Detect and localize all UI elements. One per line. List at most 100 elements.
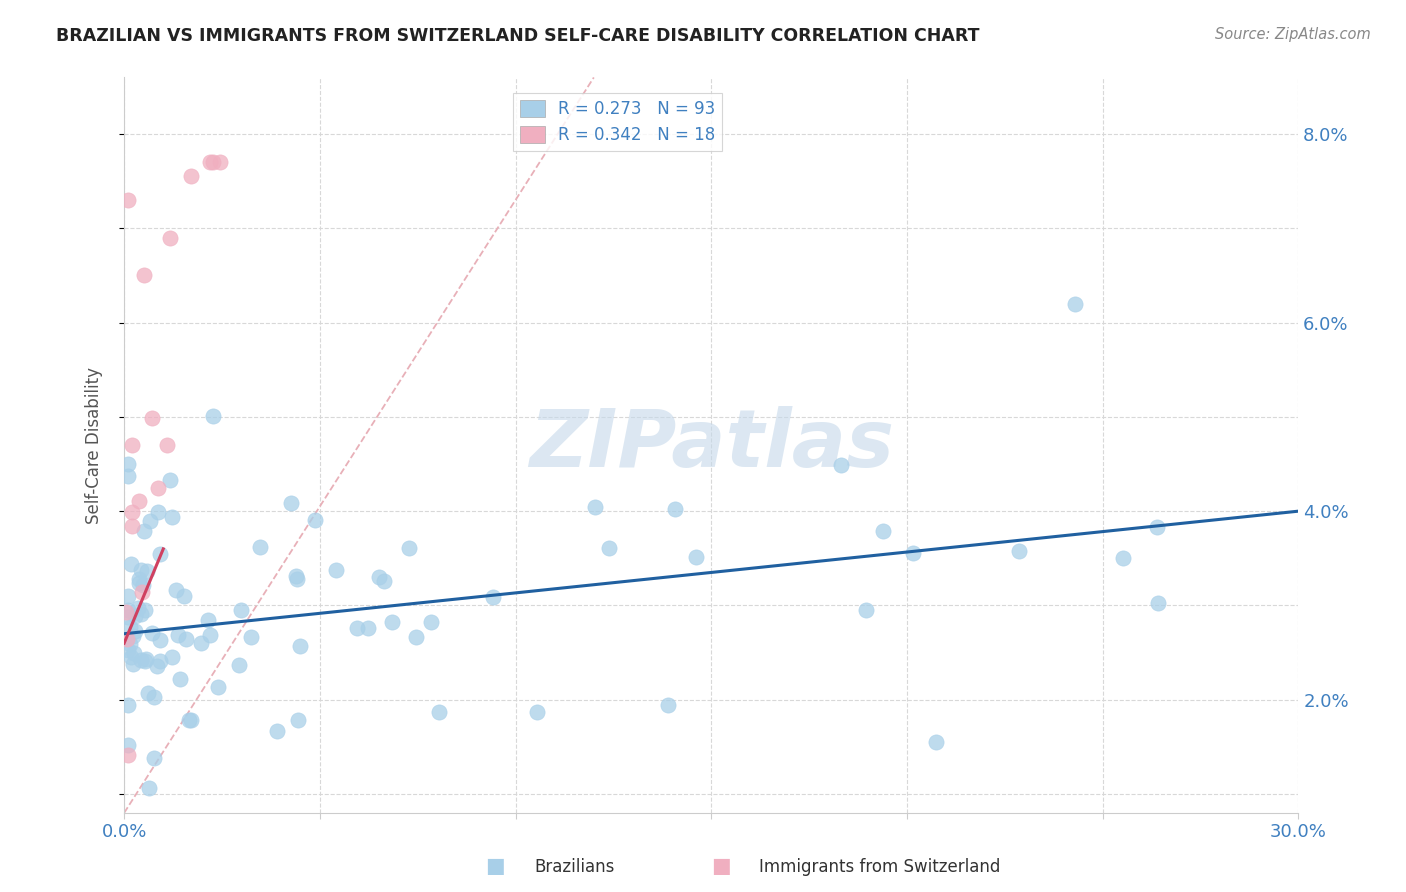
Point xyxy=(177,713,200,727)
Point xyxy=(598,541,620,556)
Text: Immigrants from Switzerland: Immigrants from Switzerland xyxy=(759,858,1001,876)
Point xyxy=(132,268,155,283)
Point xyxy=(138,514,160,528)
Text: Source: ZipAtlas.com: Source: ZipAtlas.com xyxy=(1215,27,1371,42)
Point xyxy=(138,781,160,796)
Point xyxy=(373,574,395,589)
Point xyxy=(115,632,138,646)
Legend: R = 0.273   N = 93, R = 0.342   N = 18: R = 0.273 N = 93, R = 0.342 N = 18 xyxy=(513,93,721,151)
Point xyxy=(162,650,184,665)
Point xyxy=(124,624,146,638)
Point xyxy=(141,626,163,640)
Point xyxy=(122,629,145,643)
Point xyxy=(200,155,222,169)
Point xyxy=(664,501,686,516)
Point xyxy=(583,500,606,514)
Point xyxy=(207,680,229,694)
Point xyxy=(134,603,156,617)
Point xyxy=(120,557,142,571)
Point xyxy=(128,572,150,586)
Point xyxy=(121,519,143,533)
Point xyxy=(174,632,197,646)
Point xyxy=(129,563,152,577)
Point xyxy=(136,565,159,579)
Point xyxy=(1147,596,1170,610)
Point xyxy=(249,540,271,554)
Point xyxy=(1064,297,1087,311)
Point xyxy=(924,734,946,748)
Point xyxy=(146,505,169,519)
Point xyxy=(129,607,152,621)
Text: BRAZILIAN VS IMMIGRANTS FROM SWITZERLAND SELF-CARE DISABILITY CORRELATION CHART: BRAZILIAN VS IMMIGRANTS FROM SWITZERLAND… xyxy=(56,27,980,45)
Point xyxy=(117,748,139,763)
Point xyxy=(128,494,150,508)
Point xyxy=(117,643,139,657)
Point xyxy=(357,621,380,635)
Point xyxy=(285,572,308,586)
Point xyxy=(117,193,139,207)
Point xyxy=(228,657,250,672)
Point xyxy=(134,654,156,668)
Point xyxy=(901,546,924,560)
Point xyxy=(117,698,139,713)
Point xyxy=(121,505,143,519)
Point xyxy=(855,603,877,617)
Point xyxy=(121,438,143,452)
Point xyxy=(134,524,156,539)
Point xyxy=(132,577,155,591)
Point xyxy=(526,705,548,719)
Point xyxy=(131,584,153,599)
Point xyxy=(159,231,181,245)
Point xyxy=(266,724,288,739)
Point xyxy=(135,651,157,665)
Point xyxy=(124,646,146,660)
Point xyxy=(280,496,302,510)
Point xyxy=(169,672,191,686)
Point xyxy=(201,409,224,423)
Point xyxy=(180,169,202,183)
Point xyxy=(128,576,150,591)
Point xyxy=(190,636,212,650)
Point xyxy=(240,631,263,645)
Point xyxy=(1112,551,1135,566)
Point xyxy=(368,570,391,584)
Point xyxy=(120,649,142,664)
Point xyxy=(346,621,368,635)
Point xyxy=(872,524,894,538)
Point xyxy=(146,481,169,495)
Point xyxy=(121,657,143,672)
Point xyxy=(149,654,172,668)
Point xyxy=(231,603,253,617)
Text: ■: ■ xyxy=(485,856,505,876)
Point xyxy=(173,589,195,603)
Text: Brazilians: Brazilians xyxy=(534,858,614,876)
Point xyxy=(117,469,139,483)
Point xyxy=(304,512,326,526)
Point xyxy=(115,605,138,619)
Point xyxy=(284,569,307,583)
Point xyxy=(405,630,427,644)
Point xyxy=(198,628,221,642)
Point xyxy=(117,738,139,752)
Point xyxy=(180,713,202,727)
Text: ZIPatlas: ZIPatlas xyxy=(529,406,894,484)
Point xyxy=(398,541,420,555)
Point xyxy=(419,615,441,629)
Point xyxy=(167,628,190,642)
Point xyxy=(325,563,347,577)
Point xyxy=(165,582,187,597)
Point xyxy=(145,659,167,673)
Point xyxy=(427,705,450,719)
Point xyxy=(117,603,139,617)
Point xyxy=(124,609,146,624)
Point xyxy=(287,713,309,727)
Point xyxy=(149,632,172,647)
Point xyxy=(117,457,139,471)
Point xyxy=(1146,519,1168,533)
Point xyxy=(143,751,166,765)
Point xyxy=(117,590,139,604)
Point xyxy=(657,698,679,712)
Point xyxy=(202,155,225,169)
Point xyxy=(197,613,219,627)
Point xyxy=(156,438,179,452)
